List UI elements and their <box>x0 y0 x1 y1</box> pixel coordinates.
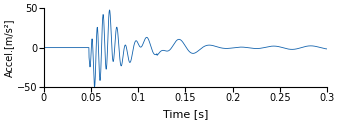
Y-axis label: Accel.[m/s²]: Accel.[m/s²] <box>4 18 14 77</box>
X-axis label: Time [s]: Time [s] <box>163 109 208 119</box>
